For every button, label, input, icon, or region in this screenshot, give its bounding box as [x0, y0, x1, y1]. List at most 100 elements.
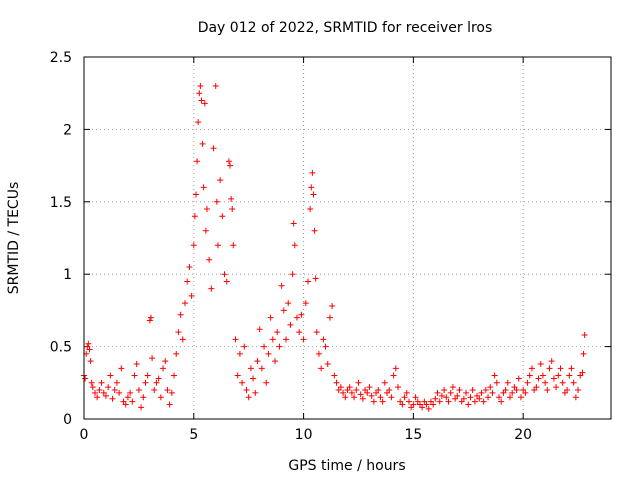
data-point: [151, 387, 158, 394]
data-point: [445, 398, 452, 405]
data-point: [357, 391, 364, 398]
data-point: [304, 278, 311, 285]
data-point: [213, 198, 220, 205]
data-point: [164, 387, 171, 394]
data-point: [191, 213, 198, 220]
data-point: [111, 387, 118, 394]
data-point: [285, 300, 292, 307]
data-point: [572, 394, 579, 401]
data-point: [200, 184, 207, 191]
data-point: [184, 278, 191, 285]
data-point: [353, 387, 360, 394]
data-point: [469, 387, 476, 394]
data-point: [309, 169, 316, 176]
data-point: [502, 387, 509, 394]
data-point: [135, 387, 142, 394]
y-tick-label: 0: [63, 412, 72, 428]
data-point: [124, 394, 131, 401]
data-point: [342, 394, 349, 401]
data-point: [195, 119, 202, 126]
data-point: [546, 365, 553, 372]
data-point: [201, 100, 208, 107]
data-point: [250, 375, 257, 382]
data-point: [390, 372, 397, 379]
data-point: [419, 404, 426, 411]
data-point: [247, 365, 254, 372]
data-point: [320, 336, 327, 343]
data-point: [162, 358, 169, 365]
data-point: [447, 389, 454, 396]
y-tick-label: 1: [63, 267, 72, 283]
data-point: [160, 365, 167, 372]
data-point: [491, 372, 498, 379]
data-point: [278, 282, 285, 289]
data-point: [197, 82, 204, 89]
data-point: [386, 387, 393, 394]
data-point: [280, 307, 287, 314]
data-point: [252, 389, 259, 396]
data-point: [351, 394, 358, 401]
data-point: [403, 389, 410, 396]
data-point: [524, 379, 531, 386]
data-point: [401, 394, 408, 401]
data-point: [258, 365, 265, 372]
data-point: [283, 336, 290, 343]
data-point: [579, 369, 586, 376]
data-point: [467, 394, 474, 401]
data-point: [173, 350, 180, 357]
data-point: [476, 395, 483, 402]
data-point: [329, 303, 336, 310]
data-point: [557, 365, 564, 372]
data-point: [265, 350, 272, 357]
data-point: [217, 177, 224, 184]
data-point: [291, 242, 298, 249]
data-point: [196, 90, 203, 97]
data-point: [438, 392, 445, 399]
data-point: [379, 398, 386, 405]
data-point: [550, 375, 557, 382]
data-point: [368, 392, 375, 399]
data-point: [465, 401, 472, 408]
data-point: [388, 394, 395, 401]
data-point: [298, 311, 305, 318]
data-point: [313, 329, 320, 336]
data-point: [340, 389, 347, 396]
data-point: [142, 379, 149, 386]
data-point: [449, 384, 456, 391]
data-point: [312, 275, 319, 282]
data-point: [326, 314, 333, 321]
data-point: [471, 398, 478, 405]
data-point: [221, 271, 228, 278]
data-point: [522, 389, 529, 396]
data-point: [274, 329, 281, 336]
data-point: [140, 394, 147, 401]
data-point: [289, 271, 296, 278]
data-point: [308, 184, 315, 191]
data-point: [105, 384, 112, 391]
data-point: [463, 389, 470, 396]
data-point: [254, 358, 261, 365]
data-point: [232, 336, 239, 343]
data-point: [153, 379, 160, 386]
data-point: [498, 398, 505, 405]
data-point: [485, 394, 492, 401]
x-tick-label: 0: [80, 427, 89, 443]
data-point: [212, 82, 219, 89]
data-point: [496, 394, 503, 401]
data-point: [300, 336, 307, 343]
data-point: [559, 379, 566, 386]
data-point: [366, 384, 373, 391]
data-point: [229, 206, 236, 213]
data-point: [290, 220, 297, 227]
data-point: [331, 372, 338, 379]
data-point: [489, 389, 496, 396]
data-point: [87, 358, 94, 365]
x-tick-label: 20: [514, 427, 532, 443]
data-point: [478, 389, 485, 396]
data-point: [168, 389, 175, 396]
data-points-layer: [81, 82, 588, 412]
data-point: [88, 379, 95, 386]
data-point: [82, 375, 89, 382]
x-tick-label: 15: [404, 427, 422, 443]
